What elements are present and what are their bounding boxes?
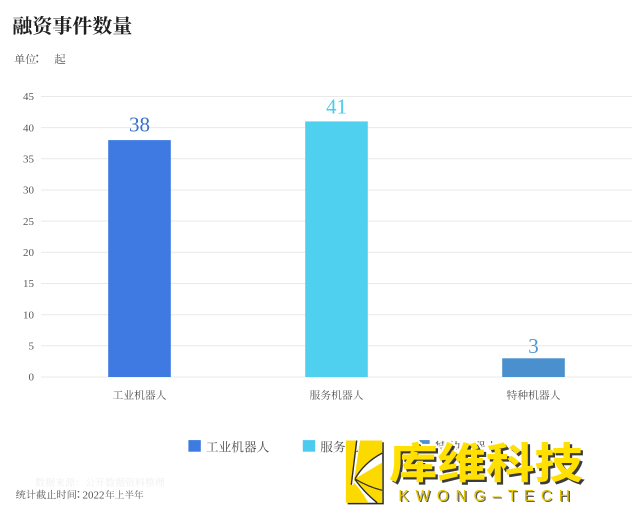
svg-text:2022: 2022: [83, 489, 105, 501]
svg-text:38: 38: [129, 113, 150, 137]
svg-text:3: 3: [528, 334, 539, 358]
svg-text:20: 20: [23, 247, 35, 259]
svg-text:KWONG–TECH: KWONG–TECH: [400, 489, 578, 506]
svg-text:15: 15: [23, 278, 35, 290]
svg-text:30: 30: [23, 185, 35, 197]
svg-text:41: 41: [326, 94, 347, 118]
svg-text:45: 45: [23, 91, 35, 103]
svg-text:40: 40: [23, 122, 35, 134]
svg-text:0: 0: [29, 372, 35, 384]
svg-text:10: 10: [23, 309, 35, 321]
svg-text:KWONG–TECH: KWONG–TECH: [398, 488, 576, 505]
svg-text:25: 25: [23, 216, 35, 228]
svg-text:5: 5: [29, 341, 35, 353]
svg-text:35: 35: [23, 154, 35, 166]
